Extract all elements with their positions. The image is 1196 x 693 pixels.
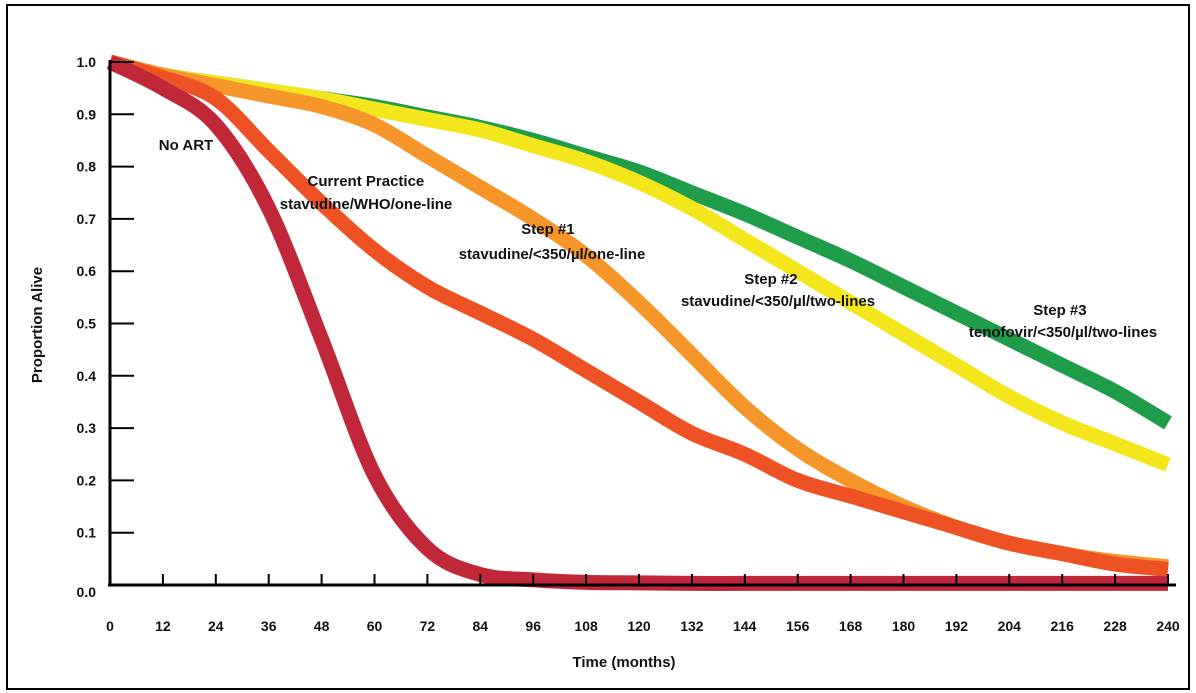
series-line-2 bbox=[108, 54, 1169, 575]
series-label-step-3: Step #3 tenofovir/<350/µl/two-lines bbox=[969, 302, 1157, 341]
x-tick-label: 12 bbox=[155, 618, 171, 634]
series-line-4 bbox=[108, 54, 1172, 430]
series-label-no-art: No ART bbox=[159, 137, 213, 154]
y-tick-label: 0.4 bbox=[77, 368, 97, 384]
y-tick-label: 0.0 bbox=[77, 584, 97, 600]
x-axis-title: Time (months) bbox=[572, 654, 675, 671]
x-tick-label: 192 bbox=[945, 618, 969, 634]
y-tick-layer: 0.0 0.1 0.2 0.3 0.4 0.5 0.6 0.7 0.8 0.9 1.0 bbox=[77, 54, 134, 600]
x-tick-label: 228 bbox=[1103, 618, 1127, 634]
x-tick-label: 120 bbox=[627, 618, 651, 634]
x-tick-label: 156 bbox=[786, 618, 810, 634]
y-tick-label: 0.6 bbox=[77, 263, 97, 279]
x-tick-label: 48 bbox=[314, 618, 330, 634]
x-tick-label: 216 bbox=[1051, 618, 1075, 634]
y-tick-label: 0.1 bbox=[77, 525, 97, 541]
series-layer bbox=[106, 54, 1172, 591]
y-tick-label: 0.9 bbox=[77, 106, 97, 122]
y-tick-label: 0.8 bbox=[77, 159, 97, 175]
series-label-step-1: Step #1 stavudine/<350/µl/one-line bbox=[459, 221, 646, 263]
x-tick-label: 36 bbox=[261, 618, 277, 634]
x-tick-label: 144 bbox=[733, 618, 757, 634]
x-tick-label: 60 bbox=[367, 618, 383, 634]
x-tick-label: 96 bbox=[525, 618, 541, 634]
x-tick-layer: 0 12 24 36 48 60 72 84 96 108 120 132 144 156 168 180 19… bbox=[106, 574, 1180, 634]
x-tick-label: 240 bbox=[1156, 618, 1180, 634]
series-line-0 bbox=[106, 55, 1168, 591]
axis-layer bbox=[108, 60, 1176, 587]
x-tick-label: 24 bbox=[208, 618, 224, 634]
x-tick-label: 180 bbox=[892, 618, 916, 634]
y-tick-label: 0.5 bbox=[77, 316, 97, 332]
y-tick-label: 0.2 bbox=[77, 472, 97, 488]
x-tick-label: 204 bbox=[998, 618, 1022, 634]
series-label-step-2: Step #2 stavudine/<350/µl/two-lines bbox=[681, 271, 875, 310]
y-tick-label: 0.7 bbox=[77, 211, 97, 227]
x-tick-label: 132 bbox=[680, 618, 704, 634]
y-tick-label: 1.0 bbox=[77, 54, 97, 70]
x-tick-label: 72 bbox=[420, 618, 436, 634]
x-tick-label: 84 bbox=[473, 618, 489, 634]
x-tick-label: 108 bbox=[574, 618, 598, 634]
x-tick-label: 168 bbox=[839, 618, 863, 634]
x-tick-label: 0 bbox=[106, 618, 114, 634]
y-axis-title: Proportion Alive bbox=[29, 267, 46, 383]
series-label-current-practice: Current Practice stavudine/WHO/one-line bbox=[280, 173, 453, 213]
series-line-1 bbox=[107, 54, 1169, 577]
y-tick-label: 0.3 bbox=[77, 420, 97, 436]
